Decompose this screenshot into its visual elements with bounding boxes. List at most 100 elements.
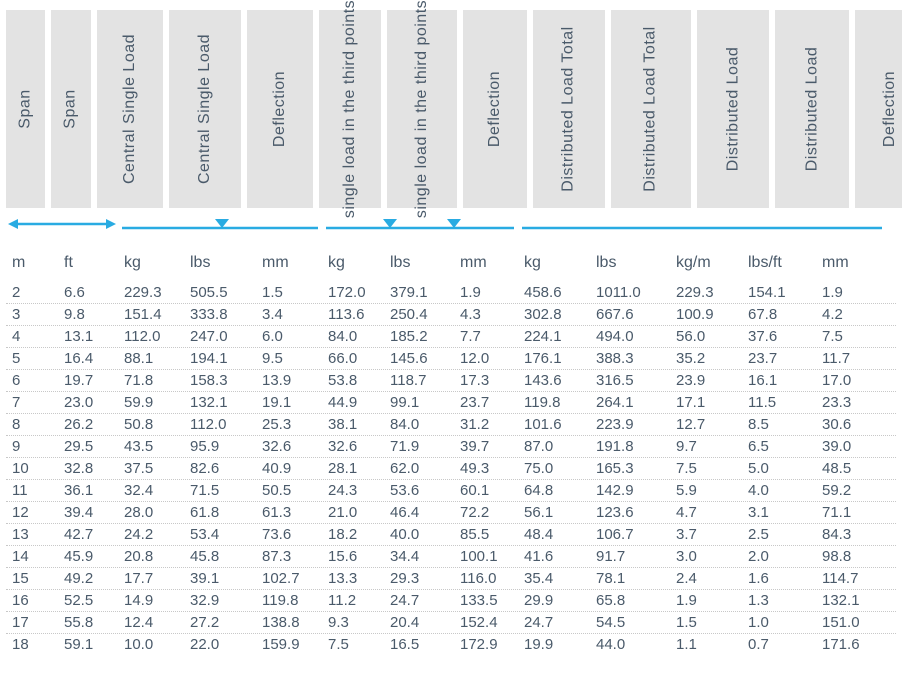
table-cell: 13.3 (322, 568, 384, 589)
table-cell: 16 (6, 590, 58, 611)
table-cell: 12.7 (670, 414, 742, 435)
table-cell: 2.4 (670, 568, 742, 589)
unit-lbs: lbs (384, 254, 454, 272)
table-row: 1342.724.253.473.618.240.085.548.4106.73… (6, 524, 896, 546)
table-cell: 123.6 (590, 502, 670, 523)
table-cell: 6.6 (58, 282, 118, 303)
table-cell: 29.3 (384, 568, 454, 589)
table-cell: 40.0 (384, 524, 454, 545)
table-cell: 3 (6, 304, 58, 325)
table-cell: 1011.0 (590, 282, 670, 303)
data-body: 26.6229.3505.51.5172.0379.11.9458.61011.… (6, 282, 896, 655)
table-cell: 61.8 (184, 502, 256, 523)
table-cell: 7 (6, 392, 58, 413)
table-cell: 5.9 (670, 480, 742, 501)
header-csl-kg: Central Single Load (97, 10, 163, 208)
table-cell: 224.1 (518, 326, 590, 347)
table-cell: 145.6 (384, 348, 454, 369)
table-cell: 59.9 (118, 392, 184, 413)
table-cell: 667.6 (590, 304, 670, 325)
table-cell: 84.3 (816, 524, 886, 545)
table-cell: 98.8 (816, 546, 886, 567)
unit-mm: mm (454, 254, 518, 272)
table-cell: 24.7 (384, 590, 454, 611)
table-cell: 32.8 (58, 458, 118, 479)
table-cell: 39.7 (454, 436, 518, 457)
header-sl3-kg: single load in the third points (319, 10, 381, 208)
table-row: 929.543.595.932.632.671.939.787.0191.89.… (6, 436, 896, 458)
table-cell: 85.5 (454, 524, 518, 545)
table-cell: 52.5 (58, 590, 118, 611)
table-cell: 50.8 (118, 414, 184, 435)
table-cell: 9.7 (670, 436, 742, 457)
table-cell: 143.6 (518, 370, 590, 391)
table-cell: 62.0 (384, 458, 454, 479)
table-cell: 35.4 (518, 568, 590, 589)
header-defl-2: Deflection (463, 10, 527, 208)
table-row: 516.488.1194.19.566.0145.612.0176.1388.3… (6, 348, 896, 370)
table-cell: 31.2 (454, 414, 518, 435)
table-cell: 43.5 (118, 436, 184, 457)
table-cell: 194.1 (184, 348, 256, 369)
table-row: 1445.920.845.887.315.634.4100.141.691.73… (6, 546, 896, 568)
table-cell: 229.3 (118, 282, 184, 303)
table-cell: 229.3 (670, 282, 742, 303)
table-cell: 6.5 (742, 436, 816, 457)
table-cell: 3.4 (256, 304, 322, 325)
table-cell: 32.6 (256, 436, 322, 457)
table-row: 723.059.9132.119.144.999.123.7119.8264.1… (6, 392, 896, 414)
table-cell: 7.7 (454, 326, 518, 347)
table-cell: 44.0 (590, 634, 670, 655)
table-cell: 54.5 (590, 612, 670, 633)
table-cell: 53.4 (184, 524, 256, 545)
table-cell: 32.6 (322, 436, 384, 457)
table-cell: 4.2 (816, 304, 886, 325)
table-cell: 0.7 (742, 634, 816, 655)
table-cell: 19.7 (58, 370, 118, 391)
table-cell: 37.5 (118, 458, 184, 479)
table-cell: 13.1 (58, 326, 118, 347)
table-cell: 48.5 (816, 458, 886, 479)
table-cell: 26.2 (58, 414, 118, 435)
table-cell: 18.2 (322, 524, 384, 545)
unit-kg: kg (322, 254, 384, 272)
table-cell: 12.4 (118, 612, 184, 633)
table-cell: 151.4 (118, 304, 184, 325)
table-cell: 53.8 (322, 370, 384, 391)
table-cell: 46.4 (384, 502, 454, 523)
header-defl-1: Deflection (247, 10, 313, 208)
table-cell: 2 (6, 282, 58, 303)
table-cell: 494.0 (590, 326, 670, 347)
header-dl-kgm: Distributed Load (697, 10, 769, 208)
header-label: Distributed Load Total (560, 26, 578, 191)
table-cell: 40.9 (256, 458, 322, 479)
table-cell: 6.0 (256, 326, 322, 347)
header-label: Distributed Load (803, 47, 821, 172)
table-cell: 28.0 (118, 502, 184, 523)
table-cell: 223.9 (590, 414, 670, 435)
table-cell: 56.0 (670, 326, 742, 347)
table-cell: 119.8 (256, 590, 322, 611)
header-label: single load in the third points (413, 0, 431, 218)
table-cell: 23.7 (742, 348, 816, 369)
table-cell: 172.9 (454, 634, 518, 655)
header-dl-lbsft: Distributed Load (775, 10, 849, 208)
table-cell: 48.4 (518, 524, 590, 545)
load-table: Span Span Central Single Load Central Si… (6, 10, 896, 655)
unit-kg: kg (518, 254, 590, 272)
table-cell: 158.3 (184, 370, 256, 391)
table-cell: 138.8 (256, 612, 322, 633)
unit-m: m (6, 254, 58, 272)
table-cell: 101.6 (518, 414, 590, 435)
table-row: 1652.514.932.9119.811.224.7133.529.965.8… (6, 590, 896, 612)
header-csl-lbs: Central Single Load (169, 10, 241, 208)
table-cell: 42.7 (58, 524, 118, 545)
table-cell: 316.5 (590, 370, 670, 391)
header-span-ft: Span (51, 10, 90, 208)
units-row: m ft kg lbs mm kg lbs mm kg lbs kg/m lbs… (6, 254, 896, 272)
table-cell: 302.8 (518, 304, 590, 325)
table-cell: 12 (6, 502, 58, 523)
distributed-load-icon (518, 214, 886, 234)
table-cell: 11.7 (816, 348, 886, 369)
table-cell: 32.4 (118, 480, 184, 501)
